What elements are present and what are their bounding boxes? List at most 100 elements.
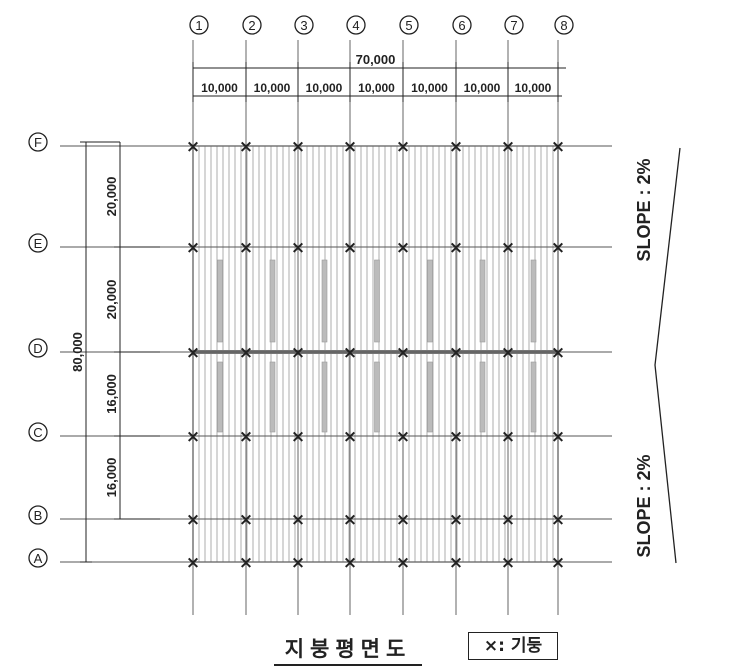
column-bubble: [189, 15, 209, 35]
column-marker: ×: [449, 553, 463, 573]
column-marker: ×: [186, 553, 200, 573]
legend-box: ×: 기둥: [468, 632, 558, 660]
column-marker: ×: [239, 553, 253, 573]
skylight-strip: [217, 259, 223, 343]
column-marker: ×: [501, 553, 515, 573]
column-marker: ×: [239, 238, 253, 258]
column-marker: ×: [449, 238, 463, 258]
column-bubble: [452, 15, 472, 35]
skylight-strip: [269, 259, 276, 343]
skylight-strip: [321, 259, 328, 343]
column-marker: ×: [551, 343, 565, 363]
row-spacing-label: 16,000: [104, 374, 119, 414]
row-bubble-label: A: [34, 551, 43, 566]
column-marker: ×: [291, 343, 305, 363]
skylight-strip: [530, 361, 537, 433]
skylight-strip: [479, 361, 486, 433]
bay-width-label: 10,000: [464, 81, 501, 95]
column-marker: ×: [343, 553, 357, 573]
column-marker: ×: [396, 343, 410, 363]
row-bubble: [28, 233, 48, 253]
skylight-strip: [479, 259, 486, 343]
row-bubble-label: C: [33, 425, 42, 440]
column-marker: ×: [501, 343, 515, 363]
overall-depth-label: 80,000: [70, 332, 85, 372]
skylight-strip: [269, 361, 276, 433]
column-bubble: [346, 15, 366, 35]
column-marker: ×: [291, 238, 305, 258]
column-marker: ×: [343, 427, 357, 447]
column-marker: ×: [186, 137, 200, 157]
bay-width-label: 10,000: [515, 81, 552, 95]
column-marker: ×: [291, 510, 305, 530]
column-marker: ×: [291, 553, 305, 573]
column-bubble-label: 3: [300, 18, 307, 33]
column-marker: ×: [551, 510, 565, 530]
row-bubble: [28, 338, 48, 358]
column-marker: ×: [291, 137, 305, 157]
column-bubble-label: 8: [560, 18, 567, 33]
bay-width-label: 10,000: [201, 81, 238, 95]
skylight-strip: [530, 259, 537, 343]
bay-width-label: 10,000: [254, 81, 291, 95]
column-marker: ×: [343, 343, 357, 363]
column-marker: ×: [239, 343, 253, 363]
row-bubble: [28, 422, 48, 442]
skylight-strip: [374, 361, 380, 433]
column-bubble-label: 4: [352, 18, 359, 33]
column-marker: ×: [291, 427, 305, 447]
column-marker: ×: [396, 238, 410, 258]
column-bubble-label: 6: [458, 18, 465, 33]
grid-bubbles: 1 2 3 4 5 6 7 8 F E D C B A: [28, 15, 574, 568]
skylight-strip: [427, 361, 433, 433]
row-spacing-label: 16,000: [104, 458, 119, 498]
bay-width-label: 10,000: [358, 81, 395, 95]
slope-label-top: SLOPE : 2%: [634, 158, 654, 261]
column-marker: ×: [501, 427, 515, 447]
column-marker: ×: [449, 137, 463, 157]
column-marker: ×: [343, 510, 357, 530]
column-marker: ×: [501, 137, 515, 157]
skylight-strip: [217, 361, 223, 433]
column-bubble: [242, 15, 262, 35]
column-marker: ×: [186, 343, 200, 363]
row-spacing-label: 20,000: [104, 280, 119, 320]
drawing-title: 지붕평면도: [274, 636, 422, 666]
skylight-strip: [427, 259, 433, 343]
column-marker: ×: [551, 427, 565, 447]
row-bubble-label: F: [34, 135, 42, 150]
column-bubble: [554, 15, 574, 35]
roof-hatching: [192, 145, 559, 563]
column-marker: ×: [186, 510, 200, 530]
column-marker: ×: [551, 553, 565, 573]
skylight-strip: [374, 259, 380, 343]
column-bubble-label: 5: [405, 18, 412, 33]
slope-label-bottom: SLOPE : 2%: [634, 454, 654, 557]
row-spacing-label: 20,000: [104, 177, 119, 217]
slope-annotations: SLOPE : 2% SLOPE : 2%: [634, 147, 681, 564]
column-marker: ×: [501, 238, 515, 258]
column-bubble-label: 7: [510, 18, 517, 33]
column-marker: ×: [186, 238, 200, 258]
row-bubble: [28, 548, 48, 568]
column-marker: ×: [396, 427, 410, 447]
column-bubble: [399, 15, 419, 35]
column-marker: ×: [239, 137, 253, 157]
column-markers: × × × × × × × × × × × × × × × × × × × × × × × × × × × × × × × × × × × × × × × ×…: [186, 137, 565, 573]
column-bubble-label: 2: [248, 18, 255, 33]
bay-width-label: 10,000: [411, 81, 448, 95]
dimension-lines: 70,000 10,000 10,000 10,000 10,000 10,000 10,0…: [70, 52, 566, 563]
column-marker: ×: [449, 510, 463, 530]
column-marker: ×: [239, 427, 253, 447]
column-marker: ×: [449, 427, 463, 447]
row-bubble: [28, 132, 48, 152]
column-marker: ×: [396, 137, 410, 157]
column-marker: ×: [551, 238, 565, 258]
row-bubble-label: E: [34, 236, 43, 251]
column-marker: ×: [396, 510, 410, 530]
column-marker: ×: [449, 343, 463, 363]
slope-profile-line: [654, 147, 681, 564]
column-bubble: [294, 15, 314, 35]
column-marker: ×: [396, 553, 410, 573]
